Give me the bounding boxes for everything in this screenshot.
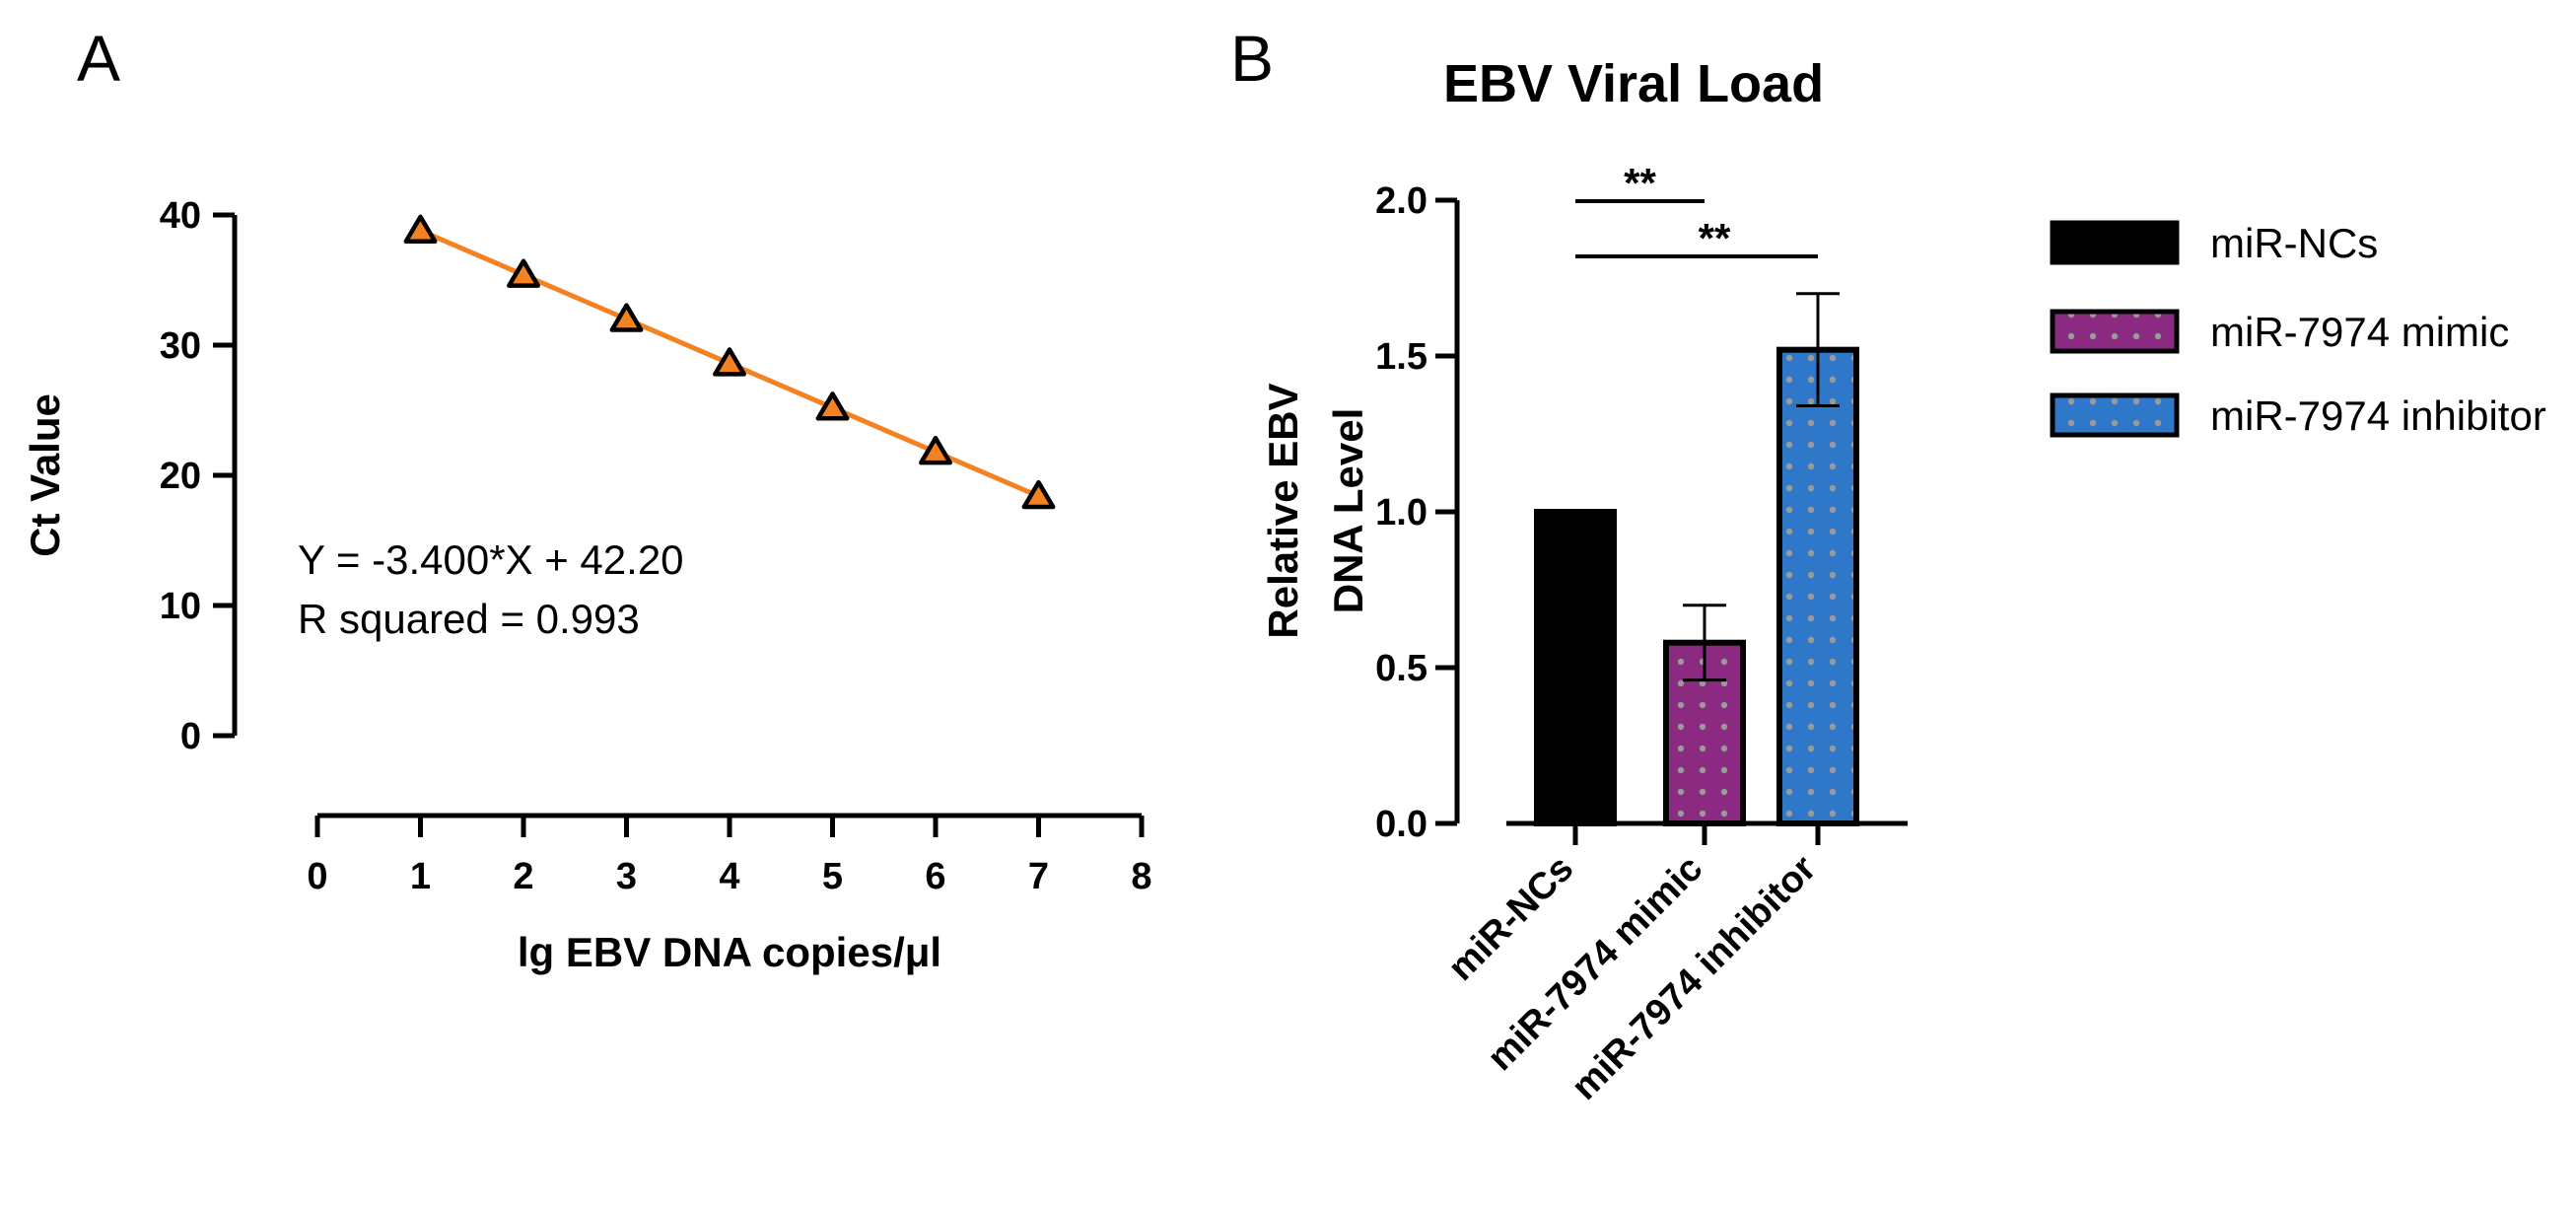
a-y-axis-title: Ct Value <box>22 393 68 557</box>
a-data-point <box>507 258 540 288</box>
a-r-squared-annotation: R squared = 0.993 <box>298 596 640 642</box>
b-legend-swatch <box>2050 220 2180 265</box>
a-x-tick-label: 1 <box>410 856 431 897</box>
b-y-tick-label: 1.5 <box>1375 336 1427 378</box>
b-legend: miR-NCs miR-7974 mimic miR-7974 inhibitor <box>2050 220 2546 439</box>
a-data-point <box>609 303 644 332</box>
a-y-tick-label: 20 <box>160 456 201 497</box>
b-bar <box>1776 346 1859 826</box>
b-y-tick-label: 0.0 <box>1375 804 1427 845</box>
a-y-tick-label: 30 <box>160 325 201 367</box>
b-y-ticks: 0.0 0.5 1.0 1.5 2.0 <box>1375 180 1457 845</box>
a-x-tick-label: 4 <box>719 856 739 897</box>
a-x-tick-label: 0 <box>307 856 327 897</box>
a-data-point <box>1021 479 1056 510</box>
b-legend-swatch <box>2050 309 2180 354</box>
a-data-point <box>713 347 746 377</box>
a-x-ticks: 0 1 2 3 4 5 6 7 8 <box>307 816 1152 897</box>
b-y-tick-label: 1.0 <box>1375 492 1427 534</box>
a-data-point <box>403 214 438 245</box>
b-y-axis-title-line-1: Relative EBV <box>1260 383 1306 638</box>
a-data-point <box>815 391 850 421</box>
b-error-bars <box>1683 292 1840 682</box>
a-y-tick-label: 40 <box>160 195 201 237</box>
a-x-tick-label: 8 <box>1131 856 1151 897</box>
panel-b-letter: B <box>1230 22 1274 95</box>
a-x-axis-title: lg EBV DNA copies/μl <box>518 929 941 975</box>
a-y-ticks: 0 10 20 30 40 <box>160 195 235 757</box>
panel-a-scatter-chart: 0 10 20 30 40 0 1 2 3 4 5 6 7 8 Ct Value lg EBV DNA … <box>22 195 1152 975</box>
panel-a-letter: A <box>77 22 120 95</box>
a-data-point <box>919 435 952 465</box>
b-y-tick-label: 2.0 <box>1375 180 1427 222</box>
b-y-tick-label: 0.5 <box>1375 648 1427 689</box>
panel-b-bar-chart: EBV Viral Load 0.0 0.5 1.0 1.5 2.0 miR-NCs mi… <box>1260 54 2546 1108</box>
b-significance-label: ** <box>1624 160 1656 206</box>
b-legend-label: miR-7974 mimic <box>2210 309 2509 355</box>
b-bar <box>1534 509 1617 826</box>
a-x-tick-label: 3 <box>616 856 637 897</box>
b-y-axis-title-line-2: DNA Level <box>1325 408 1371 614</box>
b-legend-swatch <box>2050 392 2180 438</box>
b-significance-label: ** <box>1699 215 1731 261</box>
a-y-tick-label: 0 <box>180 716 201 757</box>
b-significance-brackets: ** ** <box>1575 160 1818 261</box>
a-x-tick-label: 6 <box>925 856 945 897</box>
a-x-tick-label: 5 <box>822 856 843 897</box>
a-equation-annotation: Y = -3.400*X + 42.20 <box>298 536 684 583</box>
b-legend-label: miR-7974 inhibitor <box>2210 392 2546 439</box>
b-legend-label: miR-NCs <box>2210 220 2378 266</box>
a-x-tick-label: 2 <box>513 856 533 897</box>
b-chart-title: EBV Viral Load <box>1443 54 1824 113</box>
a-x-tick-label: 7 <box>1028 856 1049 897</box>
b-bars <box>1534 346 1859 826</box>
b-x-tick-label: miR-7974 mimic <box>1480 848 1710 1079</box>
a-data-points <box>403 214 1056 510</box>
a-y-tick-label: 10 <box>160 586 201 627</box>
